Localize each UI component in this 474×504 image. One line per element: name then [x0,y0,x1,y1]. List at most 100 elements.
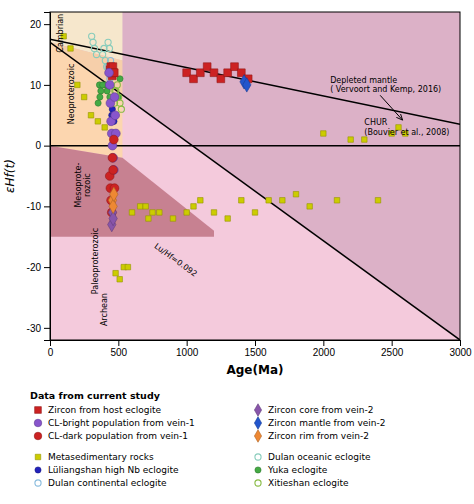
point [280,198,285,203]
point [239,198,244,203]
point [109,153,118,162]
point [125,264,130,269]
point [105,81,114,90]
point [375,198,380,203]
tick-mark [44,85,50,86]
point [109,166,118,175]
point [150,210,155,215]
tick-label: 2500 [381,347,404,358]
point [117,100,123,106]
tick-mark [44,328,50,329]
point [184,210,189,215]
tick: 3000 [449,340,472,358]
point [89,33,95,39]
legend-label: Zircon mantle from vein-2 [268,418,385,428]
point [111,111,120,120]
legend-marker [254,404,261,416]
annotations: CambrianNeoproterozoicMesoprote-rozoicPa… [56,14,449,326]
tick-mark [44,146,50,147]
legend-marker [35,467,41,473]
tick-mark [44,206,50,207]
legend-marker [255,480,261,486]
point [106,45,112,51]
tick-mark [392,340,393,346]
point [91,45,97,51]
x-axis-line [51,341,461,347]
point [93,51,99,57]
point [105,39,111,45]
legend-label: Zircon rim from vein-2 [268,431,369,441]
series [108,187,118,214]
y-axis-title: εHf(t) [3,159,17,193]
region [50,12,460,340]
tick-label: 0 [48,347,54,358]
chart: 050010001500200025003000-30-20-1001020Ag… [0,0,474,504]
point [108,153,117,162]
point [114,82,120,88]
point [321,131,326,136]
legend-label: Metasedimentary rocks [48,452,154,462]
tick: -30 [27,323,50,334]
point [170,216,175,221]
tick-label: 500 [110,347,127,358]
tick: 2000 [313,340,336,358]
point [97,94,103,100]
point [243,78,251,92]
point [98,88,104,94]
tick-label: -30 [27,323,42,334]
legend-marker [34,419,42,427]
tick-label: 2000 [313,347,336,358]
line-label: Depleted mantle( Vervoort and Kemp, 2016… [330,76,441,94]
series [105,135,119,217]
tick: -10 [27,201,50,212]
point [157,210,162,215]
legend-label: CL-bright population from vein-1 [48,418,195,428]
tick-mark [44,24,50,25]
region [50,42,122,157]
tick-label: -10 [27,201,42,212]
point [95,100,101,106]
tick-mark [118,340,119,346]
tick: 500 [110,340,127,358]
point [307,204,312,209]
point [293,191,298,196]
point [252,210,257,215]
point [105,68,114,77]
point [102,125,107,130]
y-axis: -30-20-1001020 [27,13,51,341]
legend-label: Zircon from host eclogite [48,405,162,415]
point [137,204,142,209]
point [109,135,118,144]
tick: 2500 [381,340,404,358]
point [129,210,134,215]
line-label: Lu/Hf=0.092 [153,242,199,279]
point [146,216,151,221]
tick-label: 3000 [449,347,472,358]
series [61,34,408,282]
point [110,93,119,102]
x-axis-title: Age(Ma) [226,363,283,377]
legend-label: CL-dark population from vein-1 [48,431,188,441]
tick-mark [44,267,50,268]
legend-label: Lüliangshan high Nb eclogite [48,465,179,475]
reference-line [50,39,460,124]
series [105,68,121,174]
point [90,39,96,45]
region [50,146,214,237]
point [88,113,93,118]
y-axis-line [44,13,51,341]
tick-label: 1000 [176,347,199,358]
point [348,137,353,142]
plot-area [50,12,460,340]
tick: 20 [30,19,50,30]
legend-marker [35,407,42,414]
tick: 0 [35,140,50,151]
point [68,46,73,51]
tick-mark [255,340,256,346]
tick: 10 [30,80,50,91]
legend-marker [254,417,261,429]
era-label: Archean [100,293,109,326]
point [362,137,367,142]
legend: Data from current studyZircon from host … [30,390,385,488]
point [211,210,216,215]
